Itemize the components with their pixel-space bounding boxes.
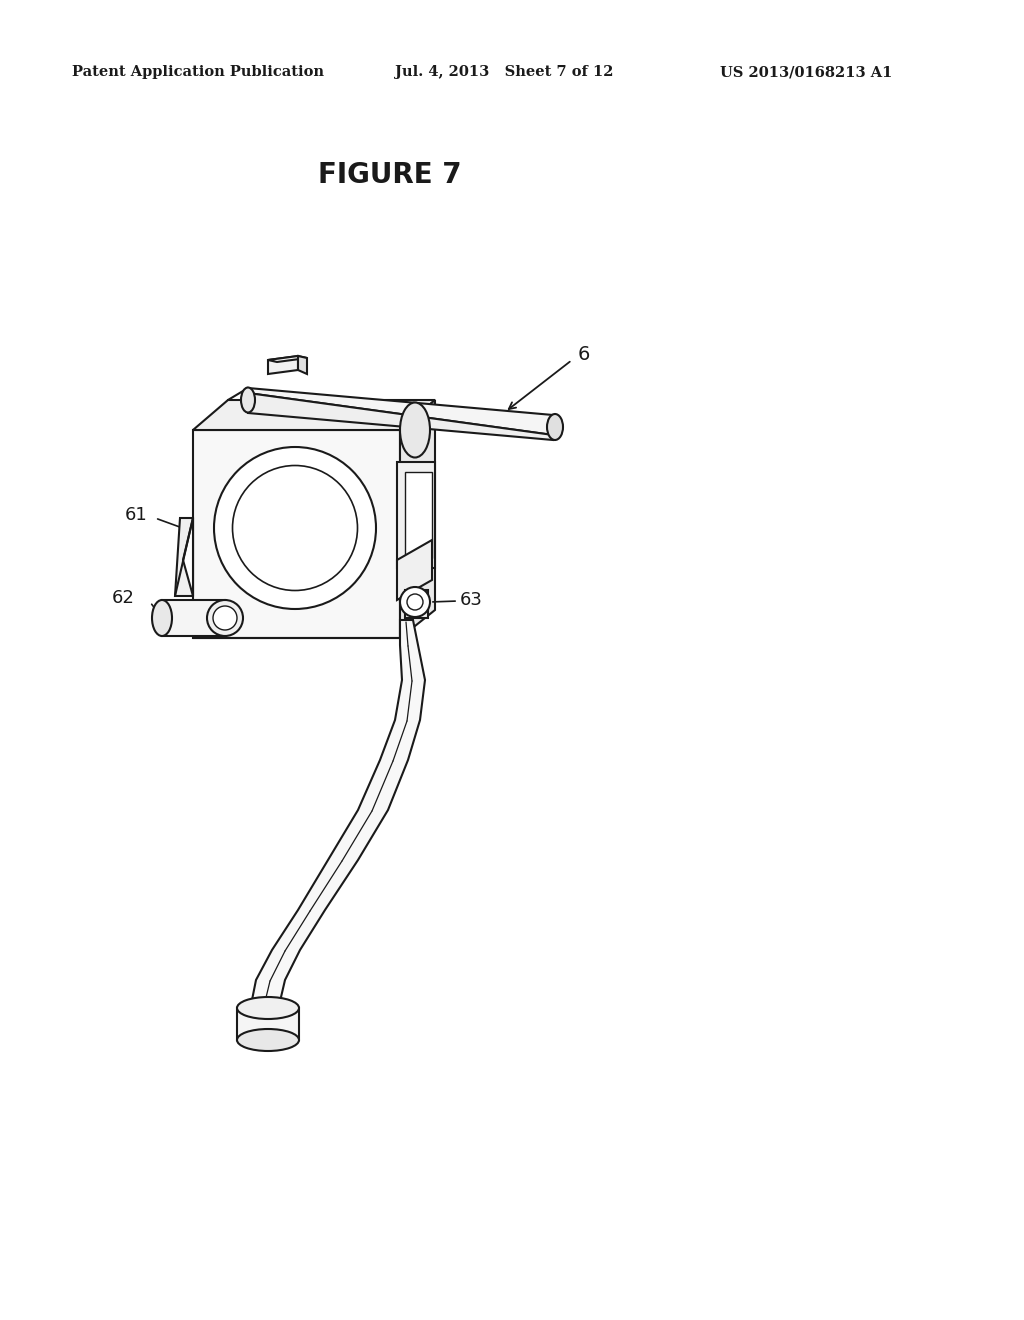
Polygon shape	[406, 590, 428, 618]
Ellipse shape	[207, 601, 243, 636]
Ellipse shape	[237, 997, 299, 1019]
Ellipse shape	[214, 447, 376, 609]
Ellipse shape	[237, 1030, 299, 1051]
Text: US 2013/0168213 A1: US 2013/0168213 A1	[720, 65, 892, 79]
Polygon shape	[248, 393, 553, 440]
Ellipse shape	[213, 606, 237, 630]
Polygon shape	[175, 517, 193, 597]
Ellipse shape	[407, 594, 423, 610]
Polygon shape	[162, 601, 225, 636]
Text: 61: 61	[125, 506, 148, 524]
Polygon shape	[400, 400, 435, 638]
Polygon shape	[268, 356, 307, 362]
Ellipse shape	[547, 414, 563, 440]
Text: 6: 6	[578, 346, 591, 364]
Text: 62: 62	[112, 589, 135, 607]
Polygon shape	[397, 462, 435, 568]
Text: Patent Application Publication: Patent Application Publication	[72, 65, 324, 79]
Text: Jul. 4, 2013   Sheet 7 of 12: Jul. 4, 2013 Sheet 7 of 12	[395, 65, 613, 79]
Text: 63: 63	[460, 591, 483, 609]
Ellipse shape	[400, 403, 430, 458]
Ellipse shape	[232, 466, 357, 590]
Polygon shape	[193, 400, 435, 430]
Polygon shape	[237, 1008, 299, 1040]
Text: FIGURE 7: FIGURE 7	[318, 161, 462, 189]
Ellipse shape	[241, 388, 255, 412]
Polygon shape	[406, 473, 432, 558]
Ellipse shape	[152, 601, 172, 636]
Polygon shape	[250, 620, 425, 1010]
Polygon shape	[268, 356, 298, 374]
Polygon shape	[397, 540, 432, 601]
Ellipse shape	[400, 587, 430, 616]
Polygon shape	[248, 388, 553, 436]
Polygon shape	[193, 430, 400, 638]
Polygon shape	[183, 517, 193, 597]
Polygon shape	[298, 356, 307, 374]
